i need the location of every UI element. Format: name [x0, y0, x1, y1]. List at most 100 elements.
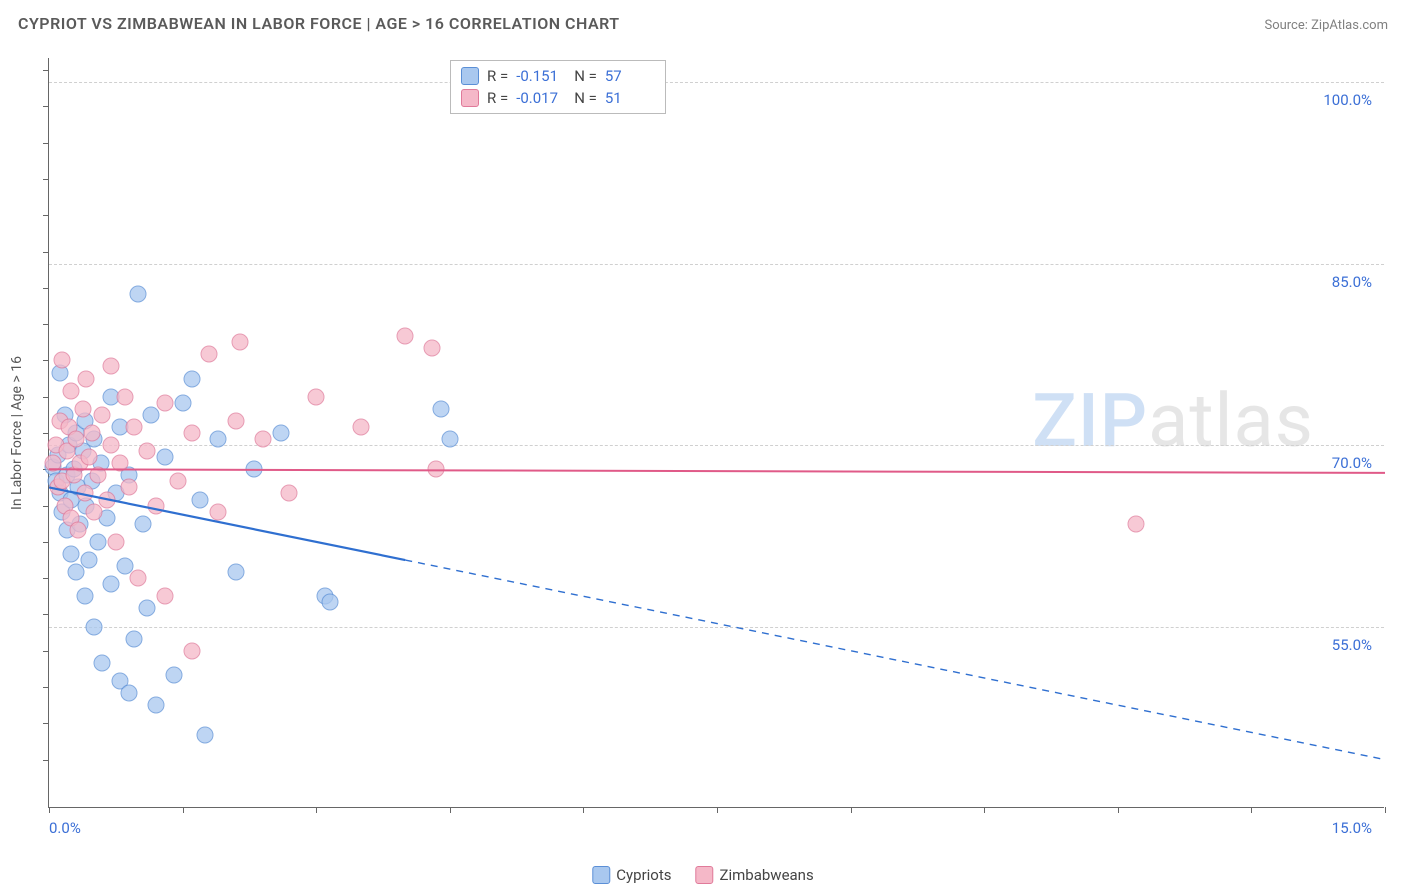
gridline — [49, 82, 1384, 83]
y-tick — [43, 578, 49, 579]
data-point — [103, 358, 120, 375]
data-point — [196, 727, 213, 744]
data-point — [74, 400, 91, 417]
watermark-atlas: atlas — [1148, 378, 1314, 465]
x-tick — [183, 807, 184, 813]
gridline — [49, 445, 1384, 446]
data-point — [67, 431, 84, 448]
data-point — [281, 485, 298, 502]
data-point — [76, 588, 93, 605]
watermark-zip: ZIP — [1032, 378, 1148, 465]
data-point — [112, 455, 129, 472]
y-tick — [43, 397, 49, 398]
chart-header: CYPRIOT VS ZIMBABWEAN IN LABOR FORCE | A… — [18, 14, 1388, 33]
data-point — [428, 461, 445, 478]
value-R-cypriots: -0.151 — [516, 67, 566, 85]
legend-label-zimbabweans: Zimbabweans — [720, 866, 814, 884]
x-tick — [851, 807, 852, 813]
gridline — [49, 264, 1384, 265]
data-point — [272, 425, 289, 442]
swatch-cypriots — [592, 866, 610, 884]
y-tick — [43, 506, 49, 507]
data-point — [121, 479, 138, 496]
y-tick — [43, 252, 49, 253]
x-tick — [450, 807, 451, 813]
y-tick-label: 100.0% — [1323, 91, 1372, 109]
data-point — [254, 431, 271, 448]
stats-row-cypriots: R = -0.151 N = 57 — [461, 65, 655, 87]
series-legend: Cypriots Zimbabweans — [592, 866, 813, 884]
data-point — [85, 618, 102, 635]
data-point — [192, 491, 209, 508]
data-point — [210, 503, 227, 520]
swatch-cypriots — [461, 67, 479, 85]
data-point — [201, 346, 218, 363]
data-point — [89, 533, 106, 550]
y-tick — [43, 215, 49, 216]
trend-lines — [49, 58, 1385, 808]
y-tick — [43, 288, 49, 289]
data-point — [45, 455, 62, 472]
data-point — [308, 388, 325, 405]
data-point — [228, 412, 245, 429]
y-axis-title: In Labor Force | Age > 16 — [9, 356, 25, 510]
y-tick — [43, 106, 49, 107]
data-point — [83, 425, 100, 442]
data-point — [232, 334, 249, 351]
data-point — [89, 467, 106, 484]
data-point — [441, 431, 458, 448]
value-R-zimbabweans: -0.017 — [516, 89, 566, 107]
data-point — [130, 570, 147, 587]
data-point — [397, 328, 414, 345]
data-point — [352, 418, 369, 435]
data-point — [94, 406, 111, 423]
data-point — [174, 394, 191, 411]
data-point — [81, 552, 98, 569]
data-point — [143, 406, 160, 423]
y-tick — [43, 723, 49, 724]
data-point — [432, 400, 449, 417]
data-point — [210, 431, 227, 448]
data-point — [183, 370, 200, 387]
data-point — [121, 685, 138, 702]
y-tick-label: 70.0% — [1332, 454, 1372, 472]
swatch-zimbabweans — [696, 866, 714, 884]
x-tick — [49, 807, 50, 813]
data-point — [76, 485, 93, 502]
label-R: R = — [487, 89, 508, 107]
data-point — [125, 630, 142, 647]
data-point — [103, 437, 120, 454]
data-point — [63, 545, 80, 562]
data-point — [245, 461, 262, 478]
x-tick — [984, 807, 985, 813]
data-point — [134, 515, 151, 532]
x-tick — [1118, 807, 1119, 813]
y-tick — [43, 324, 49, 325]
correlation-stats-box: R = -0.151 N = 57 R = -0.017 N = 51 — [450, 60, 666, 114]
x-axis-min-label: 0.0% — [49, 819, 81, 837]
data-point — [147, 697, 164, 714]
data-point — [85, 503, 102, 520]
stats-row-zimbabweans: R = -0.017 N = 51 — [461, 87, 655, 109]
data-point — [63, 382, 80, 399]
x-tick — [583, 807, 584, 813]
data-point — [125, 418, 142, 435]
data-point — [147, 497, 164, 514]
y-tick — [43, 614, 49, 615]
x-tick — [316, 807, 317, 813]
y-tick — [43, 433, 49, 434]
scatter-plot-area: ZIPatlas In Labor Force | Age > 16 0.0% … — [48, 58, 1384, 808]
y-tick — [43, 70, 49, 71]
gridline — [49, 627, 1384, 628]
source-attribution: Source: ZipAtlas.com — [1264, 18, 1388, 33]
data-point — [54, 352, 71, 369]
y-tick — [43, 687, 49, 688]
value-N-cypriots: 57 — [605, 67, 655, 85]
x-tick — [1385, 807, 1386, 813]
y-tick — [43, 143, 49, 144]
legend-item-zimbabweans: Zimbabweans — [696, 866, 814, 884]
label-N: N = — [574, 89, 597, 107]
data-point — [107, 533, 124, 550]
data-point — [165, 666, 182, 683]
x-axis-max-label: 15.0% — [1332, 819, 1372, 837]
